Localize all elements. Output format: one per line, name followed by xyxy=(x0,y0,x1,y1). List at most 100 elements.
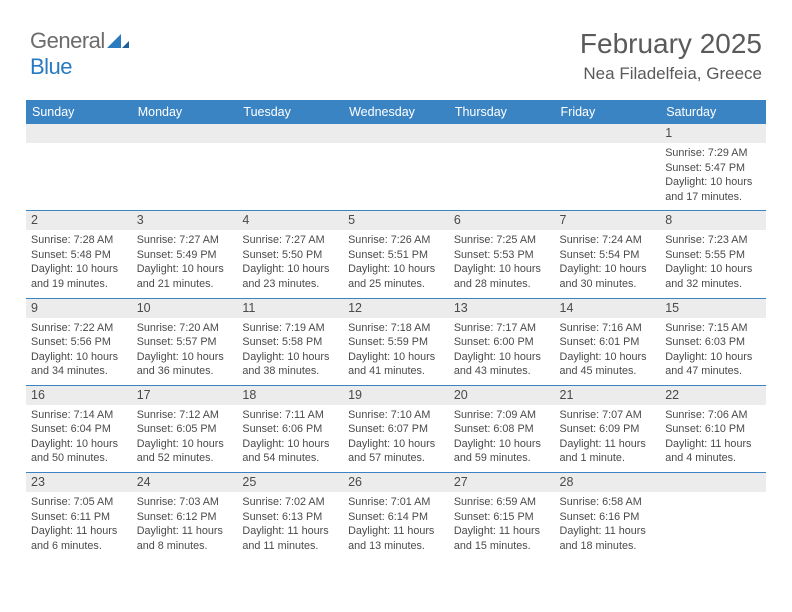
day-number: 27 xyxy=(454,475,550,489)
day-data-cell: Sunrise: 7:07 AMSunset: 6:09 PMDaylight:… xyxy=(555,405,661,473)
daylight-text: Daylight: 10 hours and 59 minutes. xyxy=(454,437,550,466)
sunrise-text: Sunrise: 7:28 AM xyxy=(31,233,127,248)
day-number-cell xyxy=(660,473,766,493)
day-data-row: Sunrise: 7:28 AMSunset: 5:48 PMDaylight:… xyxy=(26,230,766,298)
day-data-row: Sunrise: 7:05 AMSunset: 6:11 PMDaylight:… xyxy=(26,492,766,559)
day-data-cell: Sunrise: 7:02 AMSunset: 6:13 PMDaylight:… xyxy=(237,492,343,559)
sunset-text: Sunset: 5:50 PM xyxy=(242,248,338,263)
sunrise-text: Sunrise: 7:27 AM xyxy=(242,233,338,248)
daylight-text: Daylight: 10 hours and 50 minutes. xyxy=(31,437,127,466)
day-number-row: 1 xyxy=(26,124,766,143)
day-data-row: Sunrise: 7:22 AMSunset: 5:56 PMDaylight:… xyxy=(26,318,766,386)
day-data-cell: Sunrise: 7:11 AMSunset: 6:06 PMDaylight:… xyxy=(237,405,343,473)
day-data-cell xyxy=(555,143,661,211)
sunset-text: Sunset: 6:13 PM xyxy=(242,510,338,525)
day-number-cell: 10 xyxy=(132,298,238,318)
day-number: 20 xyxy=(454,388,550,402)
day-data-cell: Sunrise: 7:12 AMSunset: 6:05 PMDaylight:… xyxy=(132,405,238,473)
sunset-text: Sunset: 6:08 PM xyxy=(454,422,550,437)
day-number: 4 xyxy=(242,213,338,227)
day-number-cell: 5 xyxy=(343,211,449,231)
day-number: 9 xyxy=(31,301,127,315)
page-header: General Blue February 2025 Nea Filadelfe… xyxy=(0,0,792,94)
day-data-cell: Sunrise: 7:29 AMSunset: 5:47 PMDaylight:… xyxy=(660,143,766,211)
daylight-text: Daylight: 10 hours and 43 minutes. xyxy=(454,350,550,379)
sunrise-text: Sunrise: 7:27 AM xyxy=(137,233,233,248)
day-number-cell: 25 xyxy=(237,473,343,493)
sunrise-text: Sunrise: 7:11 AM xyxy=(242,408,338,423)
sunset-text: Sunset: 6:12 PM xyxy=(137,510,233,525)
daylight-text: Daylight: 10 hours and 17 minutes. xyxy=(665,175,761,204)
day-data-cell: Sunrise: 7:14 AMSunset: 6:04 PMDaylight:… xyxy=(26,405,132,473)
day-data-cell: Sunrise: 7:05 AMSunset: 6:11 PMDaylight:… xyxy=(26,492,132,559)
sunset-text: Sunset: 6:09 PM xyxy=(560,422,656,437)
daylight-text: Daylight: 10 hours and 23 minutes. xyxy=(242,262,338,291)
day-number-cell xyxy=(237,124,343,143)
day-data-cell xyxy=(660,492,766,559)
day-number: 22 xyxy=(665,388,761,402)
daylight-text: Daylight: 10 hours and 36 minutes. xyxy=(137,350,233,379)
day-number-row: 9101112131415 xyxy=(26,298,766,318)
day-number-cell: 4 xyxy=(237,211,343,231)
sunset-text: Sunset: 6:14 PM xyxy=(348,510,444,525)
day-number-cell: 6 xyxy=(449,211,555,231)
day-data-cell: Sunrise: 6:59 AMSunset: 6:15 PMDaylight:… xyxy=(449,492,555,559)
day-number: 17 xyxy=(137,388,233,402)
daylight-text: Daylight: 10 hours and 47 minutes. xyxy=(665,350,761,379)
daylight-text: Daylight: 10 hours and 34 minutes. xyxy=(31,350,127,379)
day-data-cell: Sunrise: 7:17 AMSunset: 6:00 PMDaylight:… xyxy=(449,318,555,386)
sunrise-text: Sunrise: 7:19 AM xyxy=(242,321,338,336)
day-data-cell xyxy=(343,143,449,211)
logo-word-2: Blue xyxy=(30,54,72,79)
daylight-text: Daylight: 10 hours and 32 minutes. xyxy=(665,262,761,291)
day-number: 23 xyxy=(31,475,127,489)
sunrise-text: Sunrise: 6:58 AM xyxy=(560,495,656,510)
day-number-cell xyxy=(555,124,661,143)
day-details: Sunrise: 7:14 AMSunset: 6:04 PMDaylight:… xyxy=(31,408,127,466)
sunset-text: Sunset: 6:03 PM xyxy=(665,335,761,350)
day-number-cell: 22 xyxy=(660,385,766,405)
sunrise-text: Sunrise: 7:24 AM xyxy=(560,233,656,248)
sunset-text: Sunset: 5:59 PM xyxy=(348,335,444,350)
day-number: 28 xyxy=(560,475,656,489)
sunrise-text: Sunrise: 7:25 AM xyxy=(454,233,550,248)
day-number-cell: 28 xyxy=(555,473,661,493)
sunrise-text: Sunrise: 7:23 AM xyxy=(665,233,761,248)
day-number: 14 xyxy=(560,301,656,315)
title-block: February 2025 Nea Filadelfeia, Greece xyxy=(580,28,762,84)
day-number-cell: 24 xyxy=(132,473,238,493)
logo-sail-icon xyxy=(107,28,129,44)
sunset-text: Sunset: 6:10 PM xyxy=(665,422,761,437)
day-number-cell: 8 xyxy=(660,211,766,231)
day-number: 10 xyxy=(137,301,233,315)
day-data-cell xyxy=(237,143,343,211)
sunrise-text: Sunrise: 7:10 AM xyxy=(348,408,444,423)
day-data-cell: Sunrise: 6:58 AMSunset: 6:16 PMDaylight:… xyxy=(555,492,661,559)
day-data-cell: Sunrise: 7:01 AMSunset: 6:14 PMDaylight:… xyxy=(343,492,449,559)
day-data-cell: Sunrise: 7:06 AMSunset: 6:10 PMDaylight:… xyxy=(660,405,766,473)
day-details: Sunrise: 7:16 AMSunset: 6:01 PMDaylight:… xyxy=(560,321,656,379)
weekday-header: Monday xyxy=(132,100,238,124)
sunrise-text: Sunrise: 7:07 AM xyxy=(560,408,656,423)
day-data-cell: Sunrise: 7:18 AMSunset: 5:59 PMDaylight:… xyxy=(343,318,449,386)
day-number: 2 xyxy=(31,213,127,227)
daylight-text: Daylight: 11 hours and 11 minutes. xyxy=(242,524,338,553)
day-number: 19 xyxy=(348,388,444,402)
weekday-header: Thursday xyxy=(449,100,555,124)
day-number-cell: 26 xyxy=(343,473,449,493)
day-details: Sunrise: 7:05 AMSunset: 6:11 PMDaylight:… xyxy=(31,495,127,553)
weekday-header: Tuesday xyxy=(237,100,343,124)
sunrise-text: Sunrise: 6:59 AM xyxy=(454,495,550,510)
sunrise-text: Sunrise: 7:20 AM xyxy=(137,321,233,336)
sunset-text: Sunset: 6:07 PM xyxy=(348,422,444,437)
day-number-cell xyxy=(343,124,449,143)
calendar-table: SundayMondayTuesdayWednesdayThursdayFrid… xyxy=(26,100,766,559)
sunset-text: Sunset: 6:15 PM xyxy=(454,510,550,525)
daylight-text: Daylight: 11 hours and 8 minutes. xyxy=(137,524,233,553)
day-data-row: Sunrise: 7:14 AMSunset: 6:04 PMDaylight:… xyxy=(26,405,766,473)
sunset-text: Sunset: 5:47 PM xyxy=(665,161,761,176)
day-details: Sunrise: 6:59 AMSunset: 6:15 PMDaylight:… xyxy=(454,495,550,553)
day-number: 25 xyxy=(242,475,338,489)
daylight-text: Daylight: 10 hours and 45 minutes. xyxy=(560,350,656,379)
daylight-text: Daylight: 10 hours and 52 minutes. xyxy=(137,437,233,466)
